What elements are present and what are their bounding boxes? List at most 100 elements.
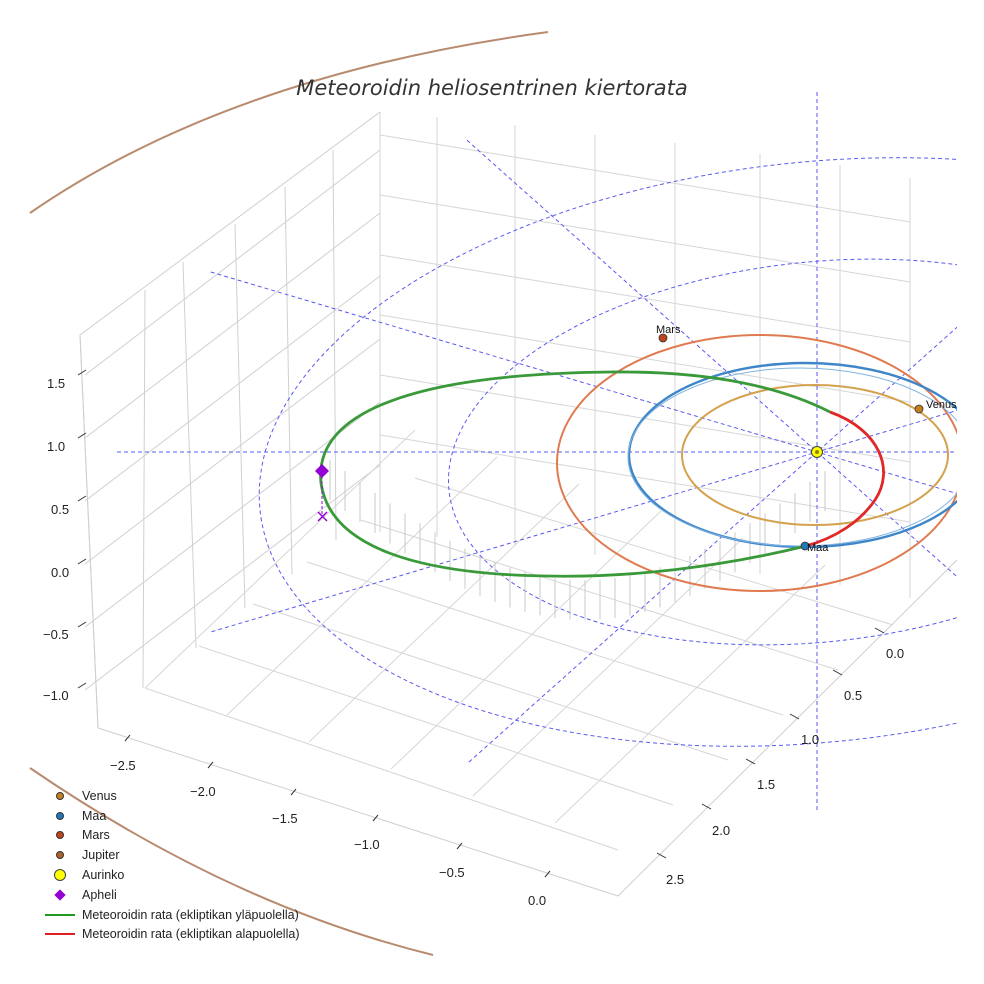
z-tick-mark [77, 432, 87, 439]
x-tick-label: −2.5 [110, 758, 136, 773]
y-tick-label: 1.0 [801, 732, 819, 747]
grid-line [252, 603, 729, 761]
pane-edge [617, 559, 958, 897]
grid-line [84, 275, 381, 502]
legend-marker-venus [56, 791, 64, 800]
y-tick-label: 0.0 [886, 646, 904, 661]
legend-line-below [45, 933, 75, 936]
grid-line [144, 687, 619, 851]
grid-line [84, 212, 381, 439]
y-tick-label: 2.0 [712, 823, 730, 838]
ecliptic-radial-line [466, 139, 957, 578]
earth-orbit-inner [627, 367, 957, 547]
legend-marker-sun [54, 869, 66, 882]
legend-marker-earth [56, 811, 64, 820]
grid-line [142, 289, 146, 689]
pane-edge [79, 334, 99, 729]
x-tick-mark [290, 788, 297, 796]
earth-marker [800, 541, 810, 551]
legend-label: Jupiter [82, 848, 120, 863]
jupiter-orbit-upper [29, 31, 549, 214]
legend-label: Maa [82, 808, 107, 823]
grid-line [379, 194, 911, 283]
venus-label: Venus [926, 399, 957, 411]
ecliptic-grid [117, 92, 957, 812]
grid-line [84, 464, 381, 691]
z-tick-mark [77, 558, 87, 565]
x-tick-mark [372, 814, 379, 822]
legend-item: Venus [44, 786, 374, 806]
x-tick-mark [544, 870, 551, 878]
x-tick-label: −1.5 [272, 811, 298, 826]
legend: Venus Maa Mars Jupiter Aurinko Apheli Me… [44, 786, 374, 944]
grid-line [226, 456, 498, 716]
y-tick-label: 0.5 [844, 688, 862, 703]
z-tick-label: −0.5 [43, 627, 69, 642]
aphelion-marker [315, 464, 329, 478]
chart-title: Meteoroidin heliosentrinen kiertorata [296, 76, 688, 100]
legend-marker-mars [56, 831, 64, 840]
drop-lines [329, 460, 826, 620]
grid-line [306, 561, 784, 716]
legend-marker-jupiter [56, 851, 64, 860]
z-tick-label: 1.5 [47, 376, 65, 391]
legend-item: Aurinko [44, 865, 374, 885]
z-tick-label: −1.0 [43, 688, 69, 703]
legend-item: Apheli [44, 885, 374, 905]
z-tick-mark [77, 369, 87, 376]
earth-label: Maa [807, 542, 829, 554]
x-tick-label: −0.5 [439, 865, 465, 880]
x-tick-mark [456, 842, 463, 850]
meteoroid-orbit-below [805, 410, 885, 548]
legend-line-above [45, 913, 75, 916]
z-tick-label: 1.0 [47, 439, 65, 454]
y-tick-label: 1.5 [757, 777, 775, 792]
legend-label: Meteoroidin rata (ekliptikan yläpuolella… [82, 907, 299, 922]
grid-line [554, 564, 826, 824]
grid-line [308, 483, 580, 743]
x-tick-label: −1.0 [354, 837, 380, 852]
x-tick-mark [124, 734, 131, 742]
y-tick-mark [745, 758, 756, 765]
y-tick-label: 2.5 [666, 872, 684, 887]
grid-line [414, 477, 894, 626]
y-tick-mark [874, 627, 885, 634]
z-tick-mark [77, 621, 87, 628]
y-tick-mark [789, 713, 800, 720]
legend-label: Venus [82, 788, 117, 803]
x-tick-label: −2.0 [190, 784, 216, 799]
legend-item: Meteoroidin rata (ekliptikan yläpuolella… [44, 905, 374, 925]
legend-item: Maa [44, 806, 374, 826]
y-tick-mark [656, 852, 667, 859]
sun-core [815, 450, 819, 454]
grid-line [182, 261, 197, 649]
grid-line [84, 149, 381, 376]
pane-edge [79, 111, 381, 336]
meteoroid-orbit-above [319, 370, 831, 578]
venus-marker [914, 404, 924, 414]
legend-label: Apheli [82, 887, 117, 902]
grid-line [284, 186, 293, 575]
z-tick-label: 0.0 [51, 565, 69, 580]
legend-label: Meteoroidin rata (ekliptikan alapuolella… [82, 927, 300, 942]
grid-line [379, 434, 911, 523]
z-tick-mark [77, 495, 87, 502]
legend-label: Mars [82, 828, 110, 843]
mars-marker [658, 333, 668, 343]
legend-item: Meteoroidin rata (ekliptikan alapuolella… [44, 925, 374, 945]
legend-label: Aurinko [82, 868, 125, 883]
x-tick-label: 0.0 [528, 893, 546, 908]
grid-line [472, 537, 744, 797]
aphelion-projection-marker [317, 511, 328, 522]
y-tick-mark [832, 669, 843, 676]
grid-line [234, 223, 246, 609]
legend-marker-aphelion [54, 889, 66, 901]
z-tick-label: 0.5 [51, 502, 69, 517]
pane-edge [97, 727, 619, 897]
legend-item: Jupiter [44, 845, 374, 865]
y-tick-mark [701, 803, 712, 810]
venus-orbit [681, 384, 949, 526]
grid-line [144, 429, 416, 689]
legend-item: Mars [44, 826, 374, 846]
